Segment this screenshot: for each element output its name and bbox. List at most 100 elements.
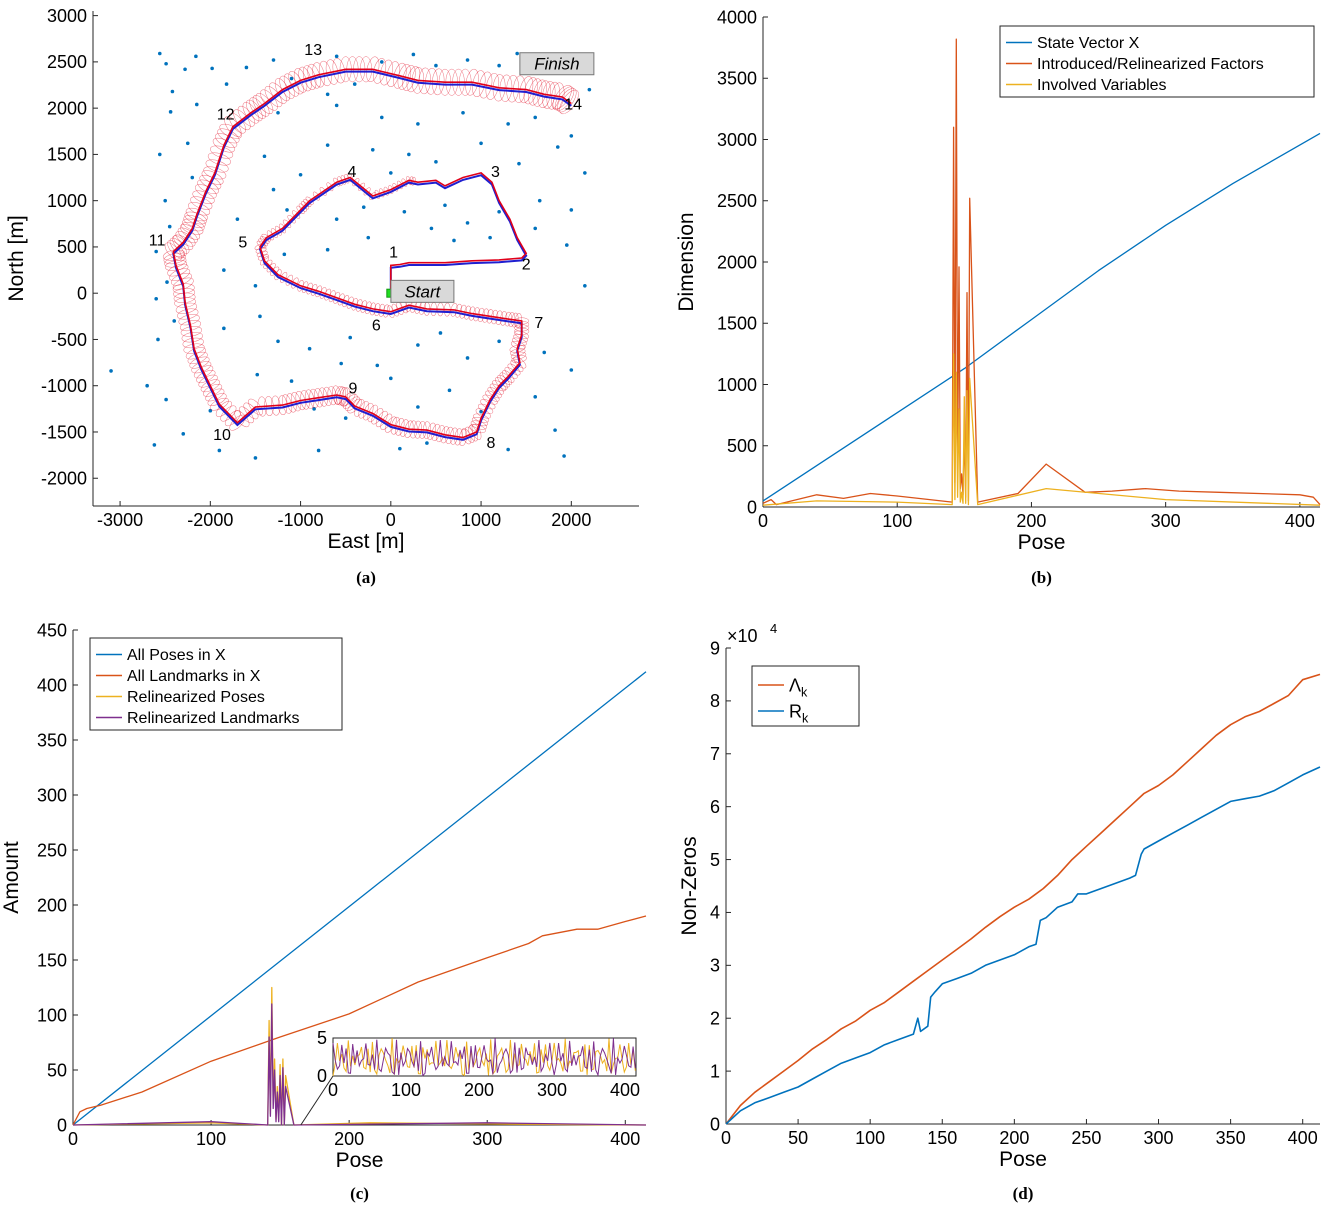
x-tick-label: 1000 — [461, 510, 501, 530]
landmark-point — [181, 432, 186, 436]
waypoint-label: 14 — [564, 97, 582, 114]
y-tick-label: 9 — [710, 638, 720, 658]
x-tick-label: 400 — [610, 1129, 640, 1149]
landmark-point — [222, 268, 226, 272]
x-axis-label: Pose — [336, 1149, 384, 1172]
legend-box — [751, 665, 860, 727]
y-tick-label: 2500 — [47, 52, 87, 72]
y-tick-label: 2500 — [717, 191, 757, 211]
panel-d: 0 50 100 150 200 250 300 350 400 0 1 2 3 4 5 6 7 8 9 Pose No… — [678, 621, 1321, 1203]
landmark-point — [194, 102, 199, 107]
y-tick-label: 2000 — [717, 252, 757, 272]
legend: All Poses in X All Landmarks in X Relinear… — [89, 637, 343, 731]
landmark-point — [515, 51, 519, 56]
landmark-point — [164, 397, 168, 402]
inset-axes: 0 100 200 300 400 0 5 — [317, 1028, 640, 1100]
landmark-point — [366, 235, 371, 240]
landmark-point — [443, 203, 447, 208]
x-tick-label: 150 — [927, 1128, 957, 1148]
legend-entry: Involved Variables — [1037, 77, 1167, 94]
y-tick-label: -1000 — [41, 376, 87, 396]
inset-x-tick-label: 100 — [391, 1080, 421, 1100]
landmark-point — [416, 343, 420, 347]
y-axis-label: North [m] — [5, 215, 28, 301]
landmark-point — [425, 441, 429, 445]
landmark-point — [253, 456, 258, 460]
landmark-point — [163, 198, 167, 203]
landmark-point — [407, 152, 411, 157]
x-tick-label: 0 — [721, 1128, 731, 1148]
landmark-point — [533, 115, 538, 120]
x-tick-label: 300 — [1151, 511, 1181, 531]
landmark-point — [154, 249, 158, 254]
y-axis-label: Non-Zeros — [678, 836, 701, 935]
landmark-point — [465, 58, 470, 62]
landmark-point — [562, 454, 566, 458]
landmark-point — [537, 198, 542, 203]
waypoint-label: 7 — [534, 315, 543, 332]
landmark-point — [334, 217, 339, 221]
landmark-point — [194, 54, 198, 59]
landmark-point — [255, 372, 260, 377]
landmark-point — [334, 54, 339, 59]
y-tick-label: 300 — [37, 785, 67, 805]
inset-series-line — [332, 1038, 636, 1077]
annotation-box — [519, 52, 595, 76]
landmark-point — [168, 110, 173, 114]
landmark-point — [553, 428, 557, 432]
y-tick-label: 3500 — [717, 69, 757, 89]
y-tick-label: 5 — [710, 850, 720, 870]
series-line — [762, 132, 1321, 502]
landmark-point — [569, 134, 574, 138]
y-tick-label: 100 — [37, 1005, 67, 1025]
landmark-point — [325, 247, 330, 252]
x-tick-label: 400 — [1288, 1128, 1318, 1148]
landmark-point — [164, 61, 168, 66]
x-axis-label: Pose — [1018, 531, 1066, 554]
x-tick-label: 100 — [882, 511, 912, 531]
y-tick-label: 500 — [727, 436, 757, 456]
landmark-point — [222, 326, 226, 331]
legend-entry: All Landmarks in X — [127, 668, 261, 685]
y-axis-label: Amount — [0, 841, 23, 914]
legend-subscript: k — [801, 685, 808, 699]
landmark-point — [152, 443, 157, 447]
legend-subscript: k — [802, 711, 809, 725]
landmark-point — [224, 82, 229, 86]
landmark-point — [555, 145, 560, 149]
landmark-point — [348, 335, 353, 340]
inset-x-tick-label: 400 — [610, 1080, 640, 1100]
x-tick-label: 2000 — [551, 510, 591, 530]
landmark-point — [285, 208, 289, 212]
landmark-point — [289, 379, 294, 383]
x-tick-label: 0 — [68, 1129, 78, 1149]
inset-series-line — [332, 1038, 636, 1077]
x-tick-label: -3000 — [97, 510, 143, 530]
landmark-point — [244, 65, 249, 70]
y-tick-label: 3 — [710, 956, 720, 976]
waypoint-label: 12 — [217, 107, 235, 124]
waypoint-label: 6 — [372, 318, 381, 335]
landmark-point — [379, 60, 384, 64]
x-tick-label: 200 — [334, 1129, 364, 1149]
landmark-point — [434, 63, 438, 68]
y-tick-label: 0 — [747, 497, 757, 517]
landmark-point — [167, 224, 172, 229]
x-tick-label: 300 — [472, 1129, 502, 1149]
landmark-point — [325, 143, 330, 147]
y-tick-label: 0 — [57, 1115, 67, 1135]
y-tick-label: 450 — [37, 620, 67, 640]
landmark-point — [587, 87, 592, 92]
landmark-point — [316, 448, 321, 453]
panel-c: 0 100 200 300 400050100150200250300350400450… — [0, 620, 647, 1203]
series-line — [762, 353, 1321, 506]
landmark-point — [583, 283, 587, 288]
landmark-point — [506, 122, 510, 126]
series-line — [72, 1003, 647, 1126]
x-tick-label: -1000 — [278, 510, 324, 530]
legend-entry: State Vector X — [1037, 35, 1140, 52]
landmark-point — [411, 52, 416, 57]
landmark-point — [569, 208, 574, 212]
y-tick-label: 200 — [37, 895, 67, 915]
